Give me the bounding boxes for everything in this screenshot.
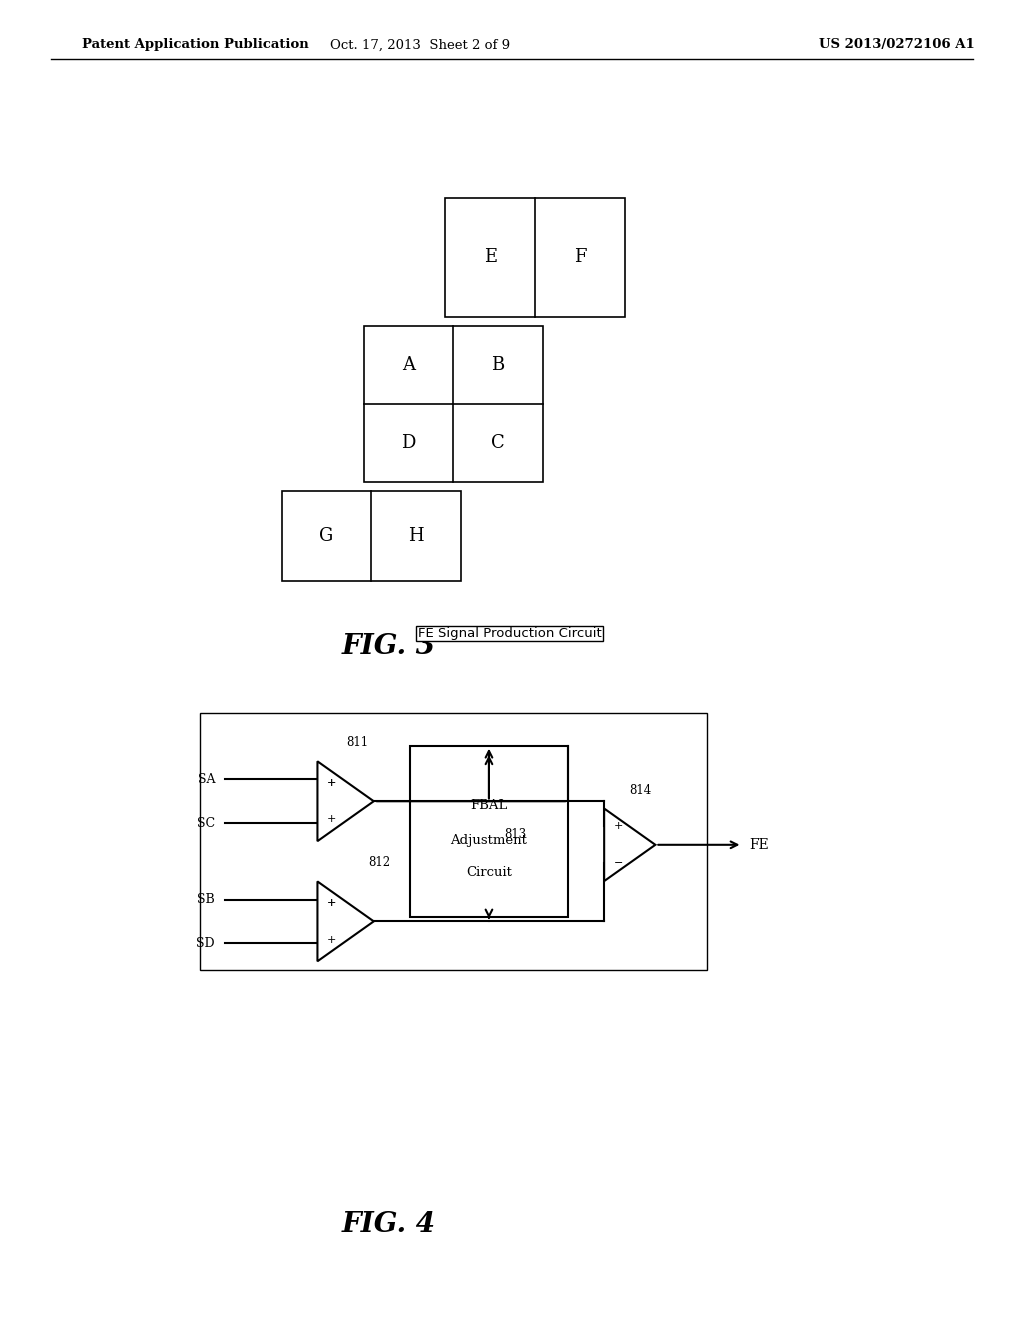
- Text: SD: SD: [197, 937, 215, 949]
- Text: G: G: [319, 527, 334, 545]
- Text: +: +: [327, 777, 336, 788]
- Polygon shape: [317, 762, 374, 841]
- Text: 813: 813: [505, 828, 526, 841]
- Text: +: +: [327, 898, 336, 908]
- Text: FIG. 4: FIG. 4: [342, 1212, 436, 1238]
- Text: A: A: [401, 356, 415, 374]
- Bar: [410, 746, 568, 917]
- Text: +: +: [613, 821, 624, 832]
- Text: +: +: [327, 777, 336, 788]
- Text: −: −: [613, 858, 624, 869]
- Polygon shape: [317, 882, 374, 961]
- Text: 814: 814: [629, 784, 651, 797]
- Text: C: C: [492, 434, 505, 451]
- Text: SB: SB: [198, 894, 215, 906]
- Text: +: +: [327, 935, 336, 945]
- Text: Circuit: Circuit: [466, 866, 512, 879]
- Bar: [282, 491, 461, 581]
- Text: SA: SA: [198, 774, 215, 785]
- Text: 811: 811: [346, 737, 368, 748]
- Text: E: E: [483, 248, 497, 267]
- Text: Oct. 17, 2013  Sheet 2 of 9: Oct. 17, 2013 Sheet 2 of 9: [330, 38, 510, 51]
- Bar: [445, 198, 625, 317]
- Text: Adjustment: Adjustment: [451, 834, 527, 846]
- Text: SC: SC: [197, 817, 215, 829]
- Text: +: +: [327, 898, 336, 908]
- Text: +: +: [327, 814, 336, 825]
- Text: B: B: [492, 356, 505, 374]
- Bar: [364, 326, 543, 482]
- Text: F: F: [573, 248, 586, 267]
- Text: FE: FE: [750, 838, 769, 851]
- Text: FE Signal Production Circuit: FE Signal Production Circuit: [418, 627, 601, 640]
- Text: FIG. 3: FIG. 3: [342, 634, 436, 660]
- Bar: [200, 713, 707, 970]
- Text: H: H: [409, 527, 424, 545]
- Text: Patent Application Publication: Patent Application Publication: [82, 38, 308, 51]
- Text: D: D: [401, 434, 416, 451]
- Text: FBAL: FBAL: [470, 800, 508, 812]
- Text: US 2013/0272106 A1: US 2013/0272106 A1: [819, 38, 975, 51]
- Text: 812: 812: [369, 857, 390, 869]
- Polygon shape: [604, 808, 655, 882]
